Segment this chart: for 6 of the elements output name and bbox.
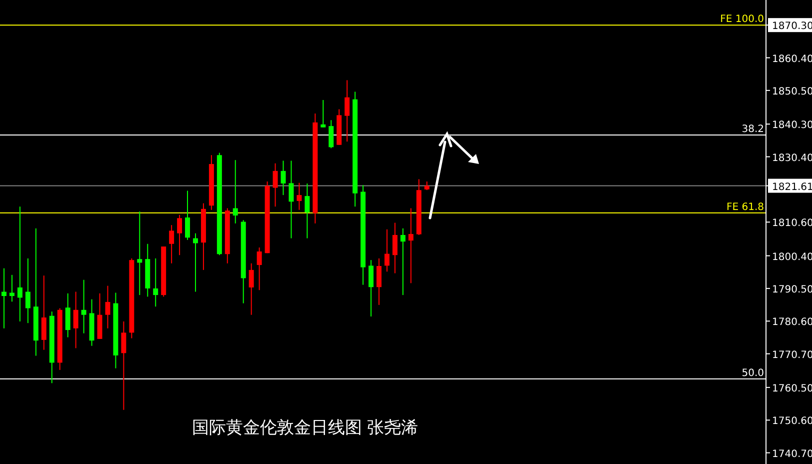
annotation: 50.0 [742, 368, 764, 379]
annotation: FE 100.0 [720, 14, 764, 26]
annotation: 38.2 [742, 124, 764, 135]
y-tick-label: 1821.61 [772, 182, 812, 193]
text: 国际黄金伦敦金日线图 张尧浠 [192, 418, 418, 438]
annotation: FE 61.8 [726, 202, 764, 213]
